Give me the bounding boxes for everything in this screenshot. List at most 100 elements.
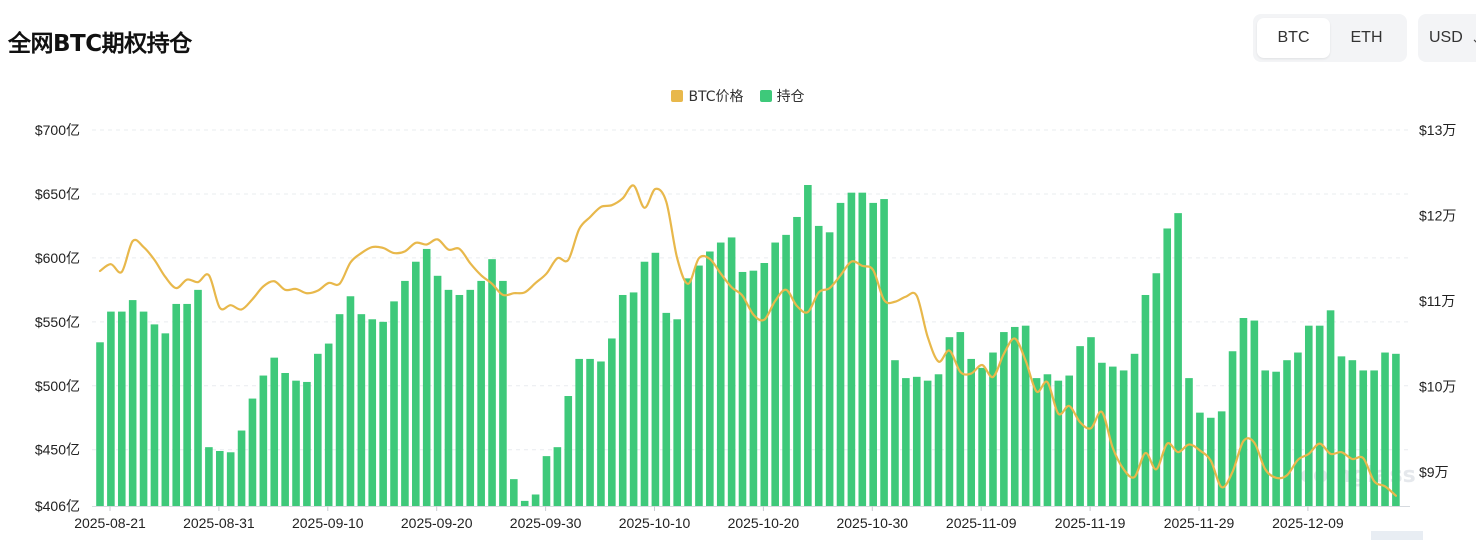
oi-bar (357, 314, 366, 506)
oi-bar (608, 338, 616, 506)
oi-bar (215, 451, 224, 506)
oi-bar (1032, 378, 1041, 506)
y-axis-right: $9万 $10万 $11万 $12万 $13万 (1419, 122, 1456, 480)
oi-bar (586, 358, 594, 506)
oi-bar (1163, 228, 1172, 506)
oi-bar (172, 303, 181, 506)
y-left-tick-label: $650亿 (35, 186, 80, 202)
oi-bar (836, 202, 845, 507)
oi-bar (1381, 352, 1389, 506)
oi-bar (727, 237, 736, 506)
oi-bar (477, 280, 485, 506)
oi-bar (1304, 325, 1313, 506)
oi-bar (782, 234, 790, 507)
oi-bars (96, 184, 1400, 507)
price-line-path (98, 184, 1398, 497)
oi-bar (902, 378, 910, 506)
y-left-tick-label: $550亿 (35, 314, 80, 330)
legend-swatch-oi (759, 90, 772, 102)
oi-bar (314, 353, 322, 506)
oi-bar (695, 265, 703, 506)
oi-bar (618, 294, 627, 506)
oi-bar (303, 381, 311, 506)
y-right-tick-label: $12万 (1419, 207, 1456, 223)
x-tick-label: 2025-11-09 (946, 515, 1017, 531)
x-tick-label: 2025-08-31 (183, 515, 255, 531)
oi-bar (553, 447, 562, 506)
oi-bar (444, 289, 453, 506)
oi-bar (335, 314, 344, 506)
oi-bar (597, 361, 605, 506)
oi-bar (1174, 213, 1182, 506)
oi-bar (1294, 352, 1302, 506)
x-tick-label: 2025-09-20 (401, 515, 473, 531)
oi-bar (368, 319, 377, 506)
x-tick-label: 2025-08-21 (74, 515, 146, 531)
y-left-tick-label: $406亿 (35, 498, 80, 514)
oi-bar (1087, 337, 1095, 506)
oi-bar (542, 456, 551, 506)
currency-select[interactable]: USD ⌄ (1418, 14, 1476, 62)
oi-bar (1119, 370, 1128, 506)
legend-item-price[interactable]: BTC价格 (671, 86, 744, 106)
oi-bar (706, 251, 714, 506)
y-right-tick-label: $11万 (1419, 293, 1455, 309)
x-tick-label: 2025-12-09 (1272, 515, 1344, 531)
oi-bar (934, 374, 943, 506)
oi-bar (248, 398, 257, 506)
y-left-tick-label: $700亿 (35, 122, 80, 138)
oi-bar (891, 360, 899, 506)
x-tick-label: 2025-11-29 (1164, 515, 1235, 531)
oi-bar (390, 301, 398, 506)
oi-bar (281, 372, 289, 506)
oi-bar (1228, 351, 1237, 506)
oi-bar (1098, 362, 1106, 506)
oi-bar (814, 225, 823, 506)
oi-bar (1272, 371, 1280, 506)
oi-bar (412, 261, 420, 506)
oi-bar (684, 278, 692, 506)
legend-swatch-price (671, 90, 684, 102)
oi-bar (379, 321, 387, 506)
oi-bar (1054, 380, 1063, 506)
oi-bar (1196, 412, 1204, 506)
page-title: 全网BTC期权持仓 (8, 31, 192, 57)
oi-bar (880, 199, 888, 506)
oi-bar (346, 296, 355, 506)
oi-bar (1076, 346, 1084, 506)
oi-bar (488, 259, 496, 506)
oi-bar (1326, 310, 1335, 506)
oi-bar (1021, 325, 1030, 506)
x-tick-label: 2025-10-10 (619, 515, 691, 531)
oi-bar (237, 430, 246, 506)
oi-bar (760, 263, 769, 506)
tab-eth[interactable]: ETH (1350, 29, 1383, 46)
oi-bar (673, 319, 681, 506)
oi-bar (793, 216, 801, 506)
tab-btc[interactable]: BTC (1257, 18, 1330, 58)
oi-bar (1185, 378, 1193, 506)
oi-bar (1348, 360, 1357, 506)
oi-bar (1261, 370, 1270, 506)
oi-bar (858, 192, 867, 506)
legend-item-oi[interactable]: 持仓 (759, 86, 805, 106)
oi-bar (912, 376, 921, 506)
oi-bar (1130, 353, 1139, 506)
oi-bar (194, 289, 202, 506)
oi-bar (520, 500, 529, 506)
y-left-tick-label: $500亿 (35, 378, 80, 394)
oi-bar (1315, 325, 1324, 506)
x-axis: 2025-08-21 2025-08-31 2025-09-10 2025-09-20… (74, 506, 1410, 531)
oi-bar (466, 289, 475, 506)
oi-bar (945, 337, 954, 506)
oi-bar (270, 357, 279, 506)
oi-bar (292, 380, 300, 506)
chevron-down-icon: ⌄ (1471, 30, 1476, 47)
legend-label-oi: 持仓 (776, 89, 805, 105)
y-axis-left: $406亿 $450亿 $500亿 $550亿 $600亿 $650亿 $700亿 (35, 122, 80, 514)
oi-bar (978, 367, 986, 506)
oi-bar (1065, 375, 1074, 506)
oi-bar (967, 358, 975, 506)
x-tick-label: 2025-10-30 (836, 515, 908, 531)
